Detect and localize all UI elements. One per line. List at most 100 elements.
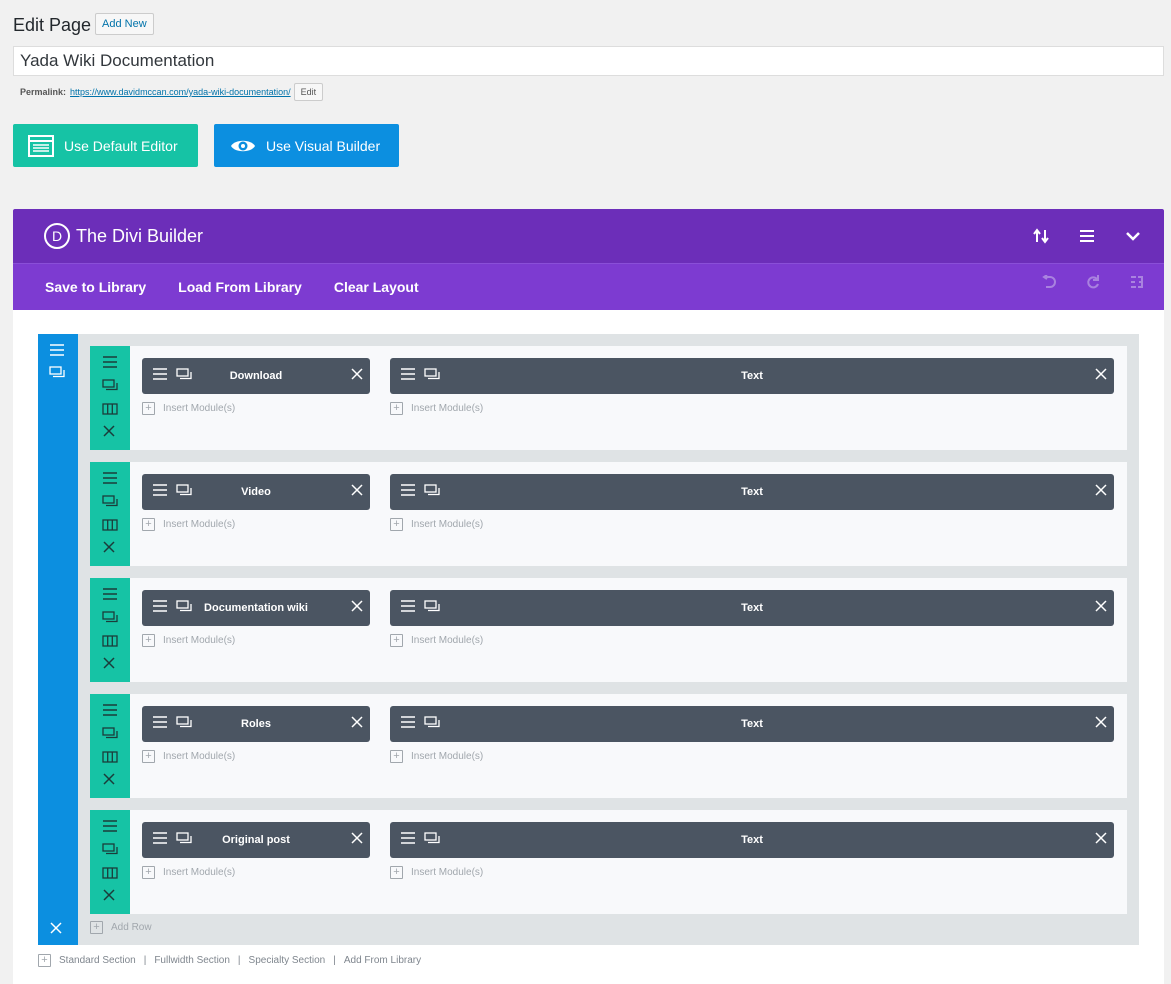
module-duplicate-icon[interactable] xyxy=(176,600,192,615)
section-delete-icon[interactable] xyxy=(49,921,63,940)
add-from-library-link[interactable]: Add From Library xyxy=(343,955,422,966)
module-delete-icon[interactable] xyxy=(1094,367,1108,384)
insert-module-button[interactable]: + Insert Module(s) xyxy=(142,750,235,763)
module-duplicate-icon[interactable] xyxy=(424,716,440,731)
module-right[interactable]: Text xyxy=(390,706,1114,742)
module-move-icon[interactable] xyxy=(152,368,168,383)
insert-module-button[interactable]: + Insert Module(s) xyxy=(142,866,235,879)
row-columns-icon[interactable] xyxy=(102,634,118,652)
fullwidth-section-link[interactable]: Fullwidth Section xyxy=(154,955,230,966)
row-handle[interactable] xyxy=(90,694,130,798)
row-columns-icon[interactable] xyxy=(102,866,118,884)
module-delete-icon[interactable] xyxy=(350,367,364,384)
module-move-icon[interactable] xyxy=(400,716,416,731)
add-row-button[interactable]: + Add Row xyxy=(90,921,152,934)
row-columns-icon[interactable] xyxy=(102,518,118,536)
row-columns-icon[interactable] xyxy=(102,750,118,768)
sort-arrows-icon[interactable] xyxy=(1030,225,1052,247)
module-delete-icon[interactable] xyxy=(350,599,364,616)
module-duplicate-icon[interactable] xyxy=(176,484,192,499)
clear-layout-button[interactable]: Clear Layout xyxy=(333,279,419,295)
module-right[interactable]: Text xyxy=(390,358,1114,394)
module-delete-icon[interactable] xyxy=(350,831,364,848)
module-move-icon[interactable] xyxy=(400,832,416,847)
row-move-icon[interactable] xyxy=(102,355,118,373)
module-move-icon[interactable] xyxy=(152,832,168,847)
row-delete-icon[interactable] xyxy=(102,540,116,559)
module-delete-icon[interactable] xyxy=(350,483,364,500)
load-from-library-button[interactable]: Load From Library xyxy=(178,279,302,295)
module-move-icon[interactable] xyxy=(400,484,416,499)
module-delete-icon[interactable] xyxy=(1094,599,1108,616)
row-handle[interactable] xyxy=(90,578,130,682)
row-move-icon[interactable] xyxy=(102,471,118,489)
insert-module-button[interactable]: + Insert Module(s) xyxy=(142,634,235,647)
row-delete-icon[interactable] xyxy=(102,424,116,443)
chevron-down-icon[interactable] xyxy=(1122,225,1144,247)
redo-icon[interactable] xyxy=(1086,275,1100,289)
row-handle[interactable] xyxy=(90,346,130,450)
module-duplicate-icon[interactable] xyxy=(176,716,192,731)
post-title-input[interactable]: Yada Wiki Documentation xyxy=(13,46,1164,76)
row-duplicate-icon[interactable] xyxy=(102,610,118,628)
module-duplicate-icon[interactable] xyxy=(176,368,192,383)
insert-module-button[interactable]: + Insert Module(s) xyxy=(142,518,235,531)
module-right[interactable]: Text xyxy=(390,590,1114,626)
module-move-icon[interactable] xyxy=(152,716,168,731)
row-move-icon[interactable] xyxy=(102,587,118,605)
module-left[interactable]: Download xyxy=(142,358,370,394)
module-delete-icon[interactable] xyxy=(1094,715,1108,732)
add-new-button[interactable]: Add New xyxy=(95,13,154,35)
module-right[interactable]: Text xyxy=(390,822,1114,858)
specialty-section-link[interactable]: Specialty Section xyxy=(248,955,326,966)
row-columns-icon[interactable] xyxy=(102,402,118,420)
insert-module-button[interactable]: + Insert Module(s) xyxy=(390,750,483,763)
row-duplicate-icon[interactable] xyxy=(102,378,118,396)
module-delete-icon[interactable] xyxy=(350,715,364,732)
row-handle[interactable] xyxy=(90,462,130,566)
module-move-icon[interactable] xyxy=(400,368,416,383)
menu-icon[interactable] xyxy=(1076,225,1098,247)
module-left[interactable]: Documentation wiki xyxy=(142,590,370,626)
save-to-library-button[interactable]: Save to Library xyxy=(45,279,147,295)
module-duplicate-icon[interactable] xyxy=(176,832,192,847)
section-duplicate-icon[interactable] xyxy=(49,365,65,383)
row-duplicate-icon[interactable] xyxy=(102,494,118,512)
insert-module-button[interactable]: + Insert Module(s) xyxy=(142,402,235,415)
module-move-icon[interactable] xyxy=(152,484,168,499)
row-move-icon[interactable] xyxy=(102,703,118,721)
module-move-icon[interactable] xyxy=(152,600,168,615)
row-delete-icon[interactable] xyxy=(102,772,116,791)
module-duplicate-icon[interactable] xyxy=(424,600,440,615)
module-left[interactable]: Video xyxy=(142,474,370,510)
use-default-editor-button[interactable]: Use Default Editor xyxy=(13,124,198,167)
permalink-link[interactable]: https://www.davidmccan.com/yada-wiki-doc… xyxy=(70,87,291,97)
module-delete-icon[interactable] xyxy=(1094,831,1108,848)
row-handle[interactable] xyxy=(90,810,130,914)
use-visual-builder-label: Use Visual Builder xyxy=(266,137,381,154)
insert-module-button[interactable]: + Insert Module(s) xyxy=(390,402,483,415)
row-duplicate-icon[interactable] xyxy=(102,842,118,860)
module-duplicate-icon[interactable] xyxy=(424,368,440,383)
row-delete-icon[interactable] xyxy=(102,888,116,907)
row-move-icon[interactable] xyxy=(102,819,118,837)
row-delete-icon[interactable] xyxy=(102,656,116,675)
permalink-edit-button[interactable]: Edit xyxy=(293,83,324,101)
insert-module-button[interactable]: + Insert Module(s) xyxy=(390,866,483,879)
module-left[interactable]: Original post xyxy=(142,822,370,858)
insert-module-button[interactable]: + Insert Module(s) xyxy=(390,634,483,647)
section-handle[interactable] xyxy=(38,334,78,945)
use-visual-builder-button[interactable]: Use Visual Builder xyxy=(214,124,399,167)
row-duplicate-icon[interactable] xyxy=(102,726,118,744)
module-duplicate-icon[interactable] xyxy=(424,484,440,499)
history-icon[interactable] xyxy=(1130,275,1144,289)
module-delete-icon[interactable] xyxy=(1094,483,1108,500)
insert-module-button[interactable]: + Insert Module(s) xyxy=(390,518,483,531)
module-right[interactable]: Text xyxy=(390,474,1114,510)
module-duplicate-icon[interactable] xyxy=(424,832,440,847)
module-move-icon[interactable] xyxy=(400,600,416,615)
standard-section-link[interactable]: Standard Section xyxy=(59,955,136,966)
module-left[interactable]: Roles xyxy=(142,706,370,742)
section-move-icon[interactable] xyxy=(49,343,65,361)
undo-icon[interactable] xyxy=(1042,275,1056,289)
